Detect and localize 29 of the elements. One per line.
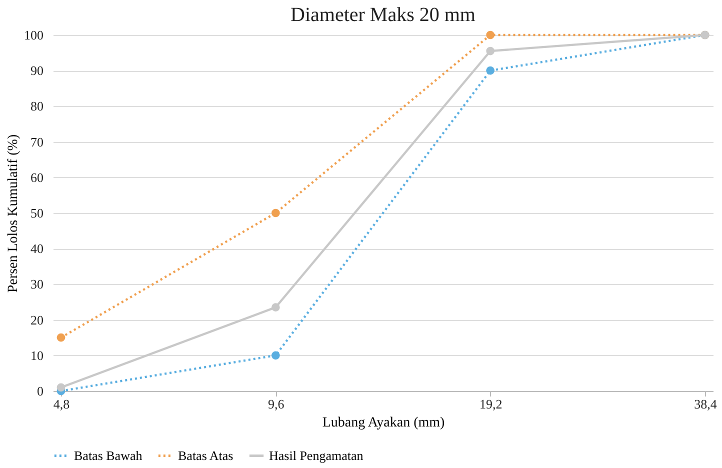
y-tick-label: 20 <box>30 312 44 328</box>
x-tick-label: 4,8 <box>53 396 70 412</box>
x-axis-title: Lubang Ayakan (mm) <box>322 416 446 430</box>
point <box>56 333 66 342</box>
x-tick-label: 19,2 <box>479 396 502 412</box>
y-tick-label: 80 <box>30 98 44 114</box>
x-tick-label: 38,4 <box>694 396 718 412</box>
y-tick-label: 90 <box>30 63 44 78</box>
y-tick-label: 10 <box>30 348 44 363</box>
point <box>271 208 280 218</box>
y-axis-title: Persen Lolos Kumulatif (%) <box>6 134 21 293</box>
y-tick-label: 60 <box>30 170 44 185</box>
point <box>486 46 495 56</box>
chart-title: Diameter Maks 20 mm <box>290 4 476 26</box>
legend-label: Hasil Pengamatan <box>269 448 364 463</box>
legend-label: Batas Bawah <box>74 448 143 463</box>
point <box>56 383 66 392</box>
x-tick-label: 9,6 <box>268 396 285 412</box>
point <box>486 30 495 40</box>
point <box>271 351 280 360</box>
y-tick-label: 50 <box>30 206 44 220</box>
legend-label: Batas Atas <box>178 448 234 463</box>
y-tick-label: 100 <box>24 28 44 42</box>
y-tick-label: 0 <box>37 384 44 398</box>
y-tick-label: 70 <box>30 134 44 150</box>
point <box>271 303 280 312</box>
y-tick-label: 30 <box>30 276 44 292</box>
y-tick-label: 40 <box>30 241 44 256</box>
point <box>486 66 495 75</box>
